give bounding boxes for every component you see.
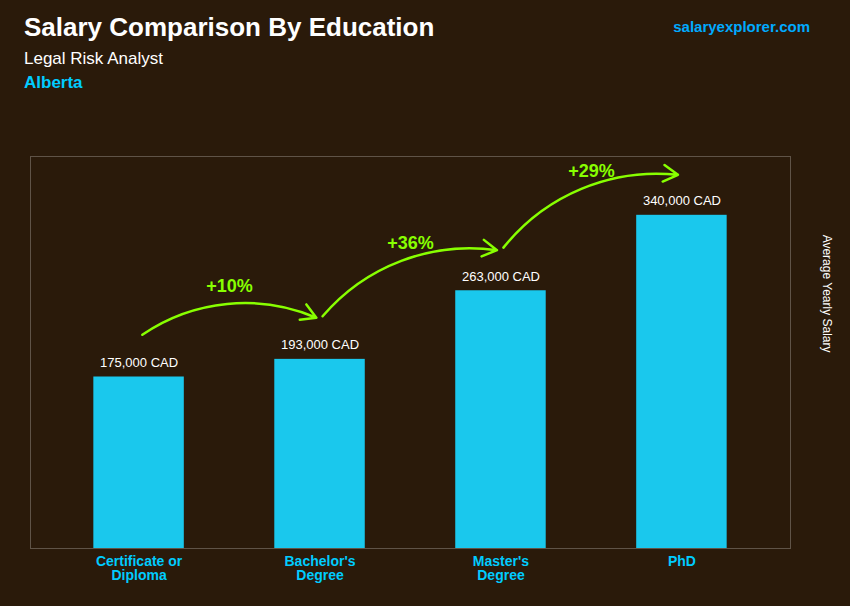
svg-text:Master'sDegree: Master'sDegree: [473, 553, 529, 583]
svg-text:340,000 CAD: 340,000 CAD: [643, 193, 721, 208]
svg-text:+36%: +36%: [387, 233, 434, 253]
svg-text:Bachelor'sDegree: Bachelor'sDegree: [285, 553, 356, 583]
html-text:salaryexplorer.com: salaryexplorer.com: [673, 18, 810, 35]
html-text:Salary Comparison By Education: Salary Comparison By Education: [24, 12, 435, 42]
svg-text:175,000 CAD: 175,000 CAD: [100, 355, 178, 370]
svg-text:193,000 CAD: 193,000 CAD: [281, 337, 359, 352]
svg-text:Average Yearly Salary: Average Yearly Salary: [820, 235, 834, 353]
html-text:Alberta: Alberta: [24, 73, 83, 92]
svg-text:263,000 CAD: 263,000 CAD: [462, 269, 540, 284]
svg-text:+29%: +29%: [568, 161, 615, 181]
svg-text:+10%: +10%: [206, 276, 253, 296]
svg-text:Certificate orDiploma: Certificate orDiploma: [96, 553, 183, 583]
html-text:Legal Risk Analyst: Legal Risk Analyst: [24, 49, 163, 68]
svg-text:PhD: PhD: [668, 553, 696, 569]
